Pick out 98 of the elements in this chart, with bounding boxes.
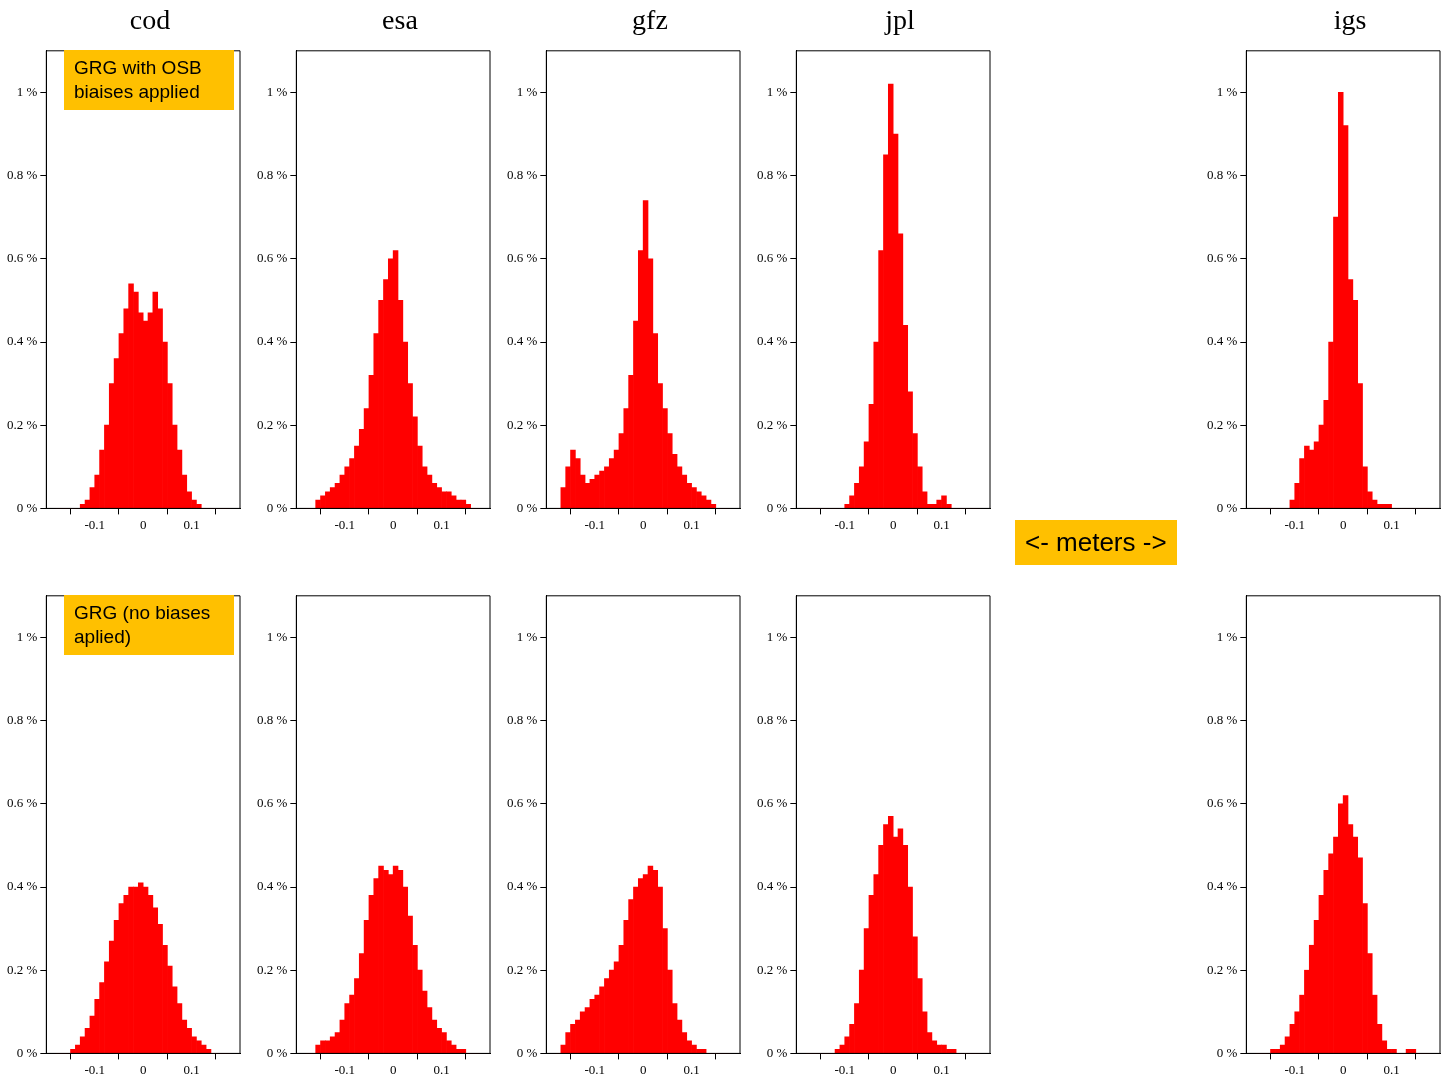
y-tick-label: 0.2 % xyxy=(1206,416,1238,432)
y-tick-label: 0.8 % xyxy=(256,712,288,728)
y-tick-label: 1 % xyxy=(1216,83,1238,99)
y-tick-label: 0.6 % xyxy=(506,250,538,266)
y-tick-label: 0.6 % xyxy=(256,250,288,266)
x-tick-label: 0 xyxy=(389,516,397,532)
y-tick-label: 0 % xyxy=(516,1044,538,1060)
y-tick-label: 0.2 % xyxy=(256,416,288,432)
y-tick-label: 0.2 % xyxy=(1206,961,1238,977)
y-tick-label: 0.2 % xyxy=(6,961,38,977)
x-tick-label: 0.1 xyxy=(433,1061,450,1077)
y-tick-label: 0.8 % xyxy=(506,167,538,183)
x-tick-label: 0.1 xyxy=(933,516,950,532)
x-tick-label: -0.1 xyxy=(584,516,606,532)
y-tick-label: 0.4 % xyxy=(506,333,538,349)
y-tick-label: 0.4 % xyxy=(756,333,788,349)
x-tick-label: -0.1 xyxy=(834,516,856,532)
y-tick-label: 0.2 % xyxy=(506,416,538,432)
x-tick-label: 0 xyxy=(1339,516,1347,532)
x-tick-label: 0 xyxy=(1339,1061,1347,1077)
y-tick-label: 0.4 % xyxy=(256,333,288,349)
y-tick-label: 0.6 % xyxy=(756,250,788,266)
y-tick-label: 0.2 % xyxy=(506,961,538,977)
x-tick-label: -0.1 xyxy=(84,516,106,532)
x-tick-label: 0 xyxy=(139,516,147,532)
x-tick-label: -0.1 xyxy=(1284,516,1306,532)
y-tick-label: 0.4 % xyxy=(6,333,38,349)
y-tick-label: 0 % xyxy=(766,1044,788,1060)
y-tick-label: 0.8 % xyxy=(6,712,38,728)
y-tick-label: 0.2 % xyxy=(256,961,288,977)
y-tick-label: 1 % xyxy=(16,83,38,99)
x-tick-label: -0.1 xyxy=(834,1061,856,1077)
y-tick-label: 0 % xyxy=(16,499,38,515)
x-tick-label: 0 xyxy=(889,516,897,532)
y-tick-label: 0.6 % xyxy=(1206,795,1238,811)
x-tick-label: 0.1 xyxy=(683,1061,700,1077)
y-tick-label: 0 % xyxy=(766,499,788,515)
x-tick-label: 0.1 xyxy=(683,516,700,532)
chart-title: esa xyxy=(381,3,419,37)
x-tick-label: 0 xyxy=(139,1061,147,1077)
x-tick-label: -0.1 xyxy=(84,1061,106,1077)
y-tick-label: 0.6 % xyxy=(1206,250,1238,266)
y-tick-label: 0.2 % xyxy=(6,416,38,432)
y-tick-label: 0.6 % xyxy=(756,795,788,811)
y-tick-label: 0.2 % xyxy=(756,961,788,977)
chart-title: jpl xyxy=(883,3,916,37)
y-tick-label: 0 % xyxy=(1216,1044,1238,1060)
chart-title: gfz xyxy=(631,3,669,37)
y-tick-label: 0.4 % xyxy=(6,878,38,894)
y-tick-label: 1 % xyxy=(516,83,538,99)
x-tick-label: 0 xyxy=(639,516,647,532)
x-tick-label: -0.1 xyxy=(334,1061,356,1077)
x-tick-label: 0 xyxy=(639,1061,647,1077)
x-tick-label: -0.1 xyxy=(584,1061,606,1077)
y-tick-label: 0 % xyxy=(516,499,538,515)
x-tick-label: 0 xyxy=(389,1061,397,1077)
y-tick-label: 1 % xyxy=(516,628,538,644)
y-tick-label: 0.6 % xyxy=(506,795,538,811)
y-tick-label: 0.8 % xyxy=(256,167,288,183)
x-tick-label: 0.1 xyxy=(433,516,450,532)
y-tick-label: 0.6 % xyxy=(256,795,288,811)
text: <- meters -> xyxy=(1015,520,1177,565)
y-tick-label: 0.6 % xyxy=(6,250,38,266)
y-tick-label: 0.4 % xyxy=(1206,333,1238,349)
y-tick-label: 0.4 % xyxy=(1206,878,1238,894)
x-tick-label: 0.1 xyxy=(183,1061,200,1077)
y-tick-label: 1 % xyxy=(266,628,288,644)
x-tick-label: 0.1 xyxy=(183,516,200,532)
y-tick-label: 1 % xyxy=(766,83,788,99)
annotation: GRG (no biases aplied) xyxy=(64,595,234,655)
y-tick-label: 0.8 % xyxy=(756,712,788,728)
y-tick-label: 0 % xyxy=(1216,499,1238,515)
y-tick-label: 0.4 % xyxy=(756,878,788,894)
y-tick-label: 0.8 % xyxy=(506,712,538,728)
x-tick-label: 0.1 xyxy=(1383,516,1400,532)
y-tick-label: 0.6 % xyxy=(6,795,38,811)
y-tick-label: 0.8 % xyxy=(1206,167,1238,183)
y-tick-label: 1 % xyxy=(16,628,38,644)
y-tick-label: 1 % xyxy=(766,628,788,644)
y-tick-label: 0.2 % xyxy=(756,416,788,432)
annotation: GRG with OSB biaises applied xyxy=(64,50,234,110)
y-tick-label: 1 % xyxy=(1216,628,1238,644)
x-tick-label: 0.1 xyxy=(933,1061,950,1077)
x-tick-label: 0 xyxy=(889,1061,897,1077)
x-tick-label: -0.1 xyxy=(1284,1061,1306,1077)
y-tick-label: 0 % xyxy=(16,1044,38,1060)
x-tick-label: 0.1 xyxy=(1383,1061,1400,1077)
x-tick-label: -0.1 xyxy=(334,516,356,532)
y-tick-label: 0.8 % xyxy=(6,167,38,183)
y-tick-label: 1 % xyxy=(266,83,288,99)
y-tick-label: 0.4 % xyxy=(256,878,288,894)
chart-title: igs xyxy=(1332,3,1368,37)
chart-title: cod xyxy=(128,3,172,37)
y-tick-label: 0.4 % xyxy=(506,878,538,894)
y-tick-label: 0 % xyxy=(266,1044,288,1060)
y-tick-label: 0.8 % xyxy=(756,167,788,183)
y-tick-label: 0 % xyxy=(266,499,288,515)
y-tick-label: 0.8 % xyxy=(1206,712,1238,728)
